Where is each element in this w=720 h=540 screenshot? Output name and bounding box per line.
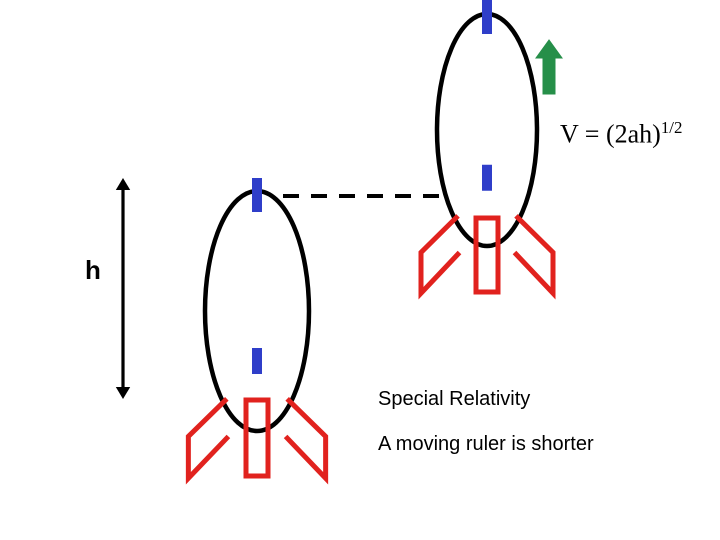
rocket-right bbox=[421, 0, 553, 293]
diagram-stage: h V = (2ah)1/2 Special Relativity A movi… bbox=[0, 0, 720, 540]
h-label: h bbox=[85, 255, 101, 286]
velocity-formula: V = (2ah)1/2 bbox=[560, 118, 682, 150]
formula-base: V = (2ah) bbox=[560, 120, 661, 149]
caption-line-2: A moving ruler is shorter bbox=[378, 433, 594, 456]
caption-line-1: Special Relativity bbox=[378, 388, 530, 411]
formula-exponent: 1/2 bbox=[661, 118, 683, 137]
height-arrow bbox=[116, 178, 130, 399]
rocket-left bbox=[188, 178, 325, 478]
diagram-svg bbox=[0, 0, 720, 540]
velocity-arrow-icon bbox=[536, 40, 562, 94]
